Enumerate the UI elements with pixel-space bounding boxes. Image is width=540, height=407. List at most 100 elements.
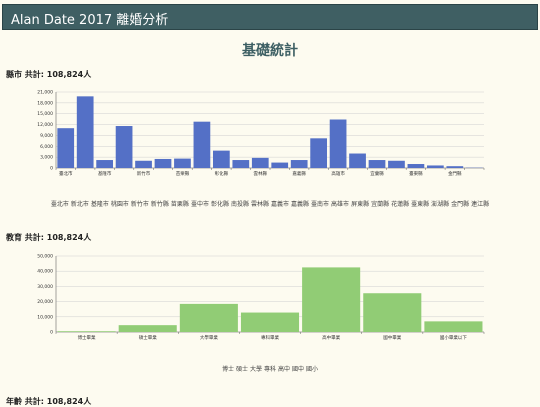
bar[interactable] <box>310 138 327 168</box>
legend-item[interactable]: 嘉義縣 <box>291 201 309 208</box>
page-title: 基礎統計 <box>0 40 540 60</box>
section-heading-education: 教育 共計: 108,824人 <box>6 232 91 243</box>
education-legend: 博士碩士大學專科高中國中國小 <box>0 364 540 373</box>
bar[interactable] <box>77 96 94 168</box>
x-tick-label: 彰化縣 <box>215 170 229 177</box>
x-tick-label: 高中畢業 <box>322 334 340 341</box>
x-tick-label: 高雄市 <box>331 170 345 177</box>
legend-item[interactable]: 高中 <box>278 366 290 373</box>
bar[interactable] <box>119 325 177 332</box>
bar[interactable] <box>369 160 386 168</box>
x-tick-label: 新竹市 <box>137 170 151 177</box>
legend-item[interactable]: 國中 <box>292 366 304 373</box>
y-tick-label: 6,000 <box>40 144 53 150</box>
x-tick-label: 國小畢業以下 <box>440 334 467 341</box>
bar[interactable] <box>174 159 191 168</box>
y-tick-label: 30,000 <box>37 284 53 290</box>
y-tick-label: 21,000 <box>37 90 53 96</box>
bar[interactable] <box>180 304 238 332</box>
bar[interactable] <box>363 293 421 332</box>
legend-item[interactable]: 臺中市 <box>191 201 209 208</box>
legend-item[interactable]: 新北市 <box>71 201 89 208</box>
x-tick-label: 國中畢業 <box>383 334 401 341</box>
legend-item[interactable]: 基隆市 <box>91 201 109 208</box>
legend-item[interactable]: 博士 <box>222 366 234 373</box>
legend-item[interactable]: 連江縣 <box>471 201 489 208</box>
legend-item[interactable]: 新竹市 <box>131 201 149 208</box>
legend-item[interactable]: 南投縣 <box>231 201 249 208</box>
y-tick-label: 9,000 <box>40 133 53 139</box>
y-tick-label: 15,000 <box>37 111 53 117</box>
bar[interactable] <box>446 166 463 168</box>
bar[interactable] <box>96 160 113 168</box>
legend-item[interactable]: 大學 <box>250 366 262 373</box>
legend-item[interactable]: 苗栗縣 <box>171 201 189 208</box>
bar[interactable] <box>349 154 366 168</box>
legend-item[interactable]: 新竹縣 <box>151 201 169 208</box>
bar[interactable] <box>302 267 360 332</box>
legend-item[interactable]: 桃園市 <box>111 201 129 208</box>
bar[interactable] <box>427 165 444 168</box>
y-tick-label: 40,000 <box>37 269 53 275</box>
legend-item[interactable]: 臺南市 <box>311 201 329 208</box>
legend-item[interactable]: 國小 <box>306 366 318 373</box>
legend-item[interactable]: 澎湖縣 <box>431 201 449 208</box>
x-tick-label: 大學畢業 <box>200 334 218 341</box>
legend-item[interactable]: 彰化縣 <box>211 201 229 208</box>
x-tick-label: 金門縣 <box>448 170 462 177</box>
y-tick-label: 12,000 <box>37 122 53 128</box>
x-tick-label: 臺北市 <box>59 170 73 177</box>
education-bar-chart: 010,00020,00030,00040,00050,000博士畢業碩士畢業大… <box>0 250 540 346</box>
bar[interactable] <box>57 128 74 168</box>
legend-item[interactable]: 雲林縣 <box>251 201 269 208</box>
section-total: 共計: 108,824人 <box>25 233 91 242</box>
section-total: 共計: 108,824人 <box>25 70 91 79</box>
x-tick-label: 基隆市 <box>98 170 112 177</box>
legend-item[interactable]: 金門縣 <box>451 201 469 208</box>
bar[interactable] <box>424 321 482 332</box>
legend-item[interactable]: 花蓮縣 <box>391 201 409 208</box>
bar[interactable] <box>213 151 230 168</box>
legend-item[interactable]: 專科 <box>264 366 276 373</box>
x-tick-label: 專科畢業 <box>261 334 279 341</box>
legend-item[interactable]: 碩士 <box>236 366 248 373</box>
bar[interactable] <box>194 122 211 168</box>
legend-item[interactable]: 高雄市 <box>331 201 349 208</box>
y-tick-label: 10,000 <box>37 314 53 320</box>
x-tick-label: 嘉義縣 <box>292 170 306 177</box>
bar[interactable] <box>330 120 347 168</box>
app-header: Alan Date 2017 離婚分析 <box>2 4 538 30</box>
legend-item[interactable]: 嘉義市 <box>271 201 289 208</box>
app-title: Alan Date 2017 離婚分析 <box>11 9 168 28</box>
bar[interactable] <box>135 161 152 168</box>
bar[interactable] <box>271 163 288 168</box>
section-heading-age: 年齡 共計: 108,824人 <box>6 396 91 407</box>
bar[interactable] <box>116 126 133 168</box>
legend-item[interactable]: 宜蘭縣 <box>371 201 389 208</box>
city-bar-chart: 03,0006,0009,00012,00015,00018,00021,000… <box>0 84 540 184</box>
legend-item[interactable]: 屏東縣 <box>351 201 369 208</box>
y-tick-label: 50,000 <box>37 254 53 260</box>
bar[interactable] <box>388 161 405 168</box>
x-tick-label: 雲林縣 <box>254 170 268 177</box>
bar[interactable] <box>252 158 269 168</box>
legend-item[interactable]: 臺北市 <box>51 201 69 208</box>
bar[interactable] <box>58 331 116 332</box>
section-label: 教育 <box>6 233 22 242</box>
y-tick-label: 18,000 <box>37 100 53 106</box>
x-tick-label: 宜蘭縣 <box>370 170 384 177</box>
x-tick-label: 碩士畢業 <box>139 334 157 341</box>
x-tick-label: 苗栗縣 <box>176 170 190 177</box>
legend-item[interactable]: 臺東縣 <box>411 201 429 208</box>
section-heading-city: 縣市 共計: 108,824人 <box>6 69 91 80</box>
city-legend: 臺北市新北市基隆市桃園市新竹市新竹縣苗栗縣臺中市彰化縣南投縣雲林縣嘉義市嘉義縣臺… <box>0 199 540 208</box>
x-tick-label: 博士畢業 <box>78 334 96 341</box>
bar[interactable] <box>232 160 249 168</box>
bar[interactable] <box>291 160 308 168</box>
y-tick-label: 20,000 <box>37 299 53 305</box>
x-tick-label: 臺東縣 <box>409 170 423 177</box>
bar[interactable] <box>241 313 299 332</box>
y-tick-label: 3,000 <box>40 155 53 161</box>
bar[interactable] <box>155 159 172 168</box>
bar[interactable] <box>408 164 425 168</box>
